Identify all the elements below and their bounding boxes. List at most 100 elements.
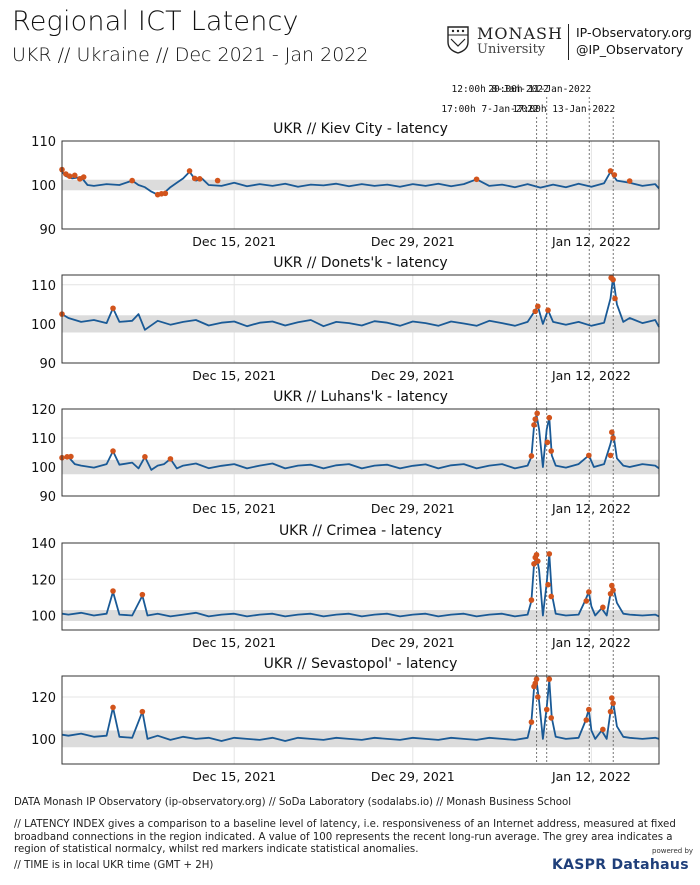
normal-band [62,730,659,748]
x-tick-label: Jan 12, 2022 [551,769,631,784]
anomaly-marker [528,719,535,725]
anomaly-marker [548,593,555,600]
x-tick-label: Dec 15, 2021 [192,234,276,249]
y-tick-label: 90 [39,223,56,238]
x-tick-label: Jan 12, 2022 [551,635,631,650]
anomaly-marker [68,453,74,460]
chart-title: UKR // Crimea - latency [279,523,442,539]
footer-data-source: DATA Monash IP Observatory (ip-observato… [14,797,572,808]
page-subtitle: UKR // Ukraine // Dec 2021 - Jan 2022 [12,44,369,66]
event-annotation-label: 17:00h 7-Jan-2022 [441,104,538,115]
anomaly-marker [167,456,174,462]
y-tick-label: 110 [31,135,56,150]
anomaly-marker [610,435,616,441]
normal-band [62,315,659,333]
anomaly-marker [80,174,87,180]
anomaly-marker [110,305,116,312]
powered-by-label: powered by [652,847,694,855]
x-tick-label: Dec 15, 2021 [192,635,276,650]
anomaly-marker [545,581,551,588]
charts-area: UKR // Kiev City - latency 90 100 110 Dec 15… [31,84,660,784]
kaspr-brand-b: Datahaus [611,857,689,873]
x-tick-label: Dec 29, 2021 [371,368,455,383]
y-tick-label: 140 [31,537,56,552]
anomaly-marker [66,173,73,179]
anomaly-marker [162,190,169,197]
event-annotation-label: 20:00h 11-Jan-2022 [488,84,591,95]
latency-line [61,553,660,618]
anomaly-marker [532,416,539,422]
anomaly-marker [528,453,535,459]
logo-name: MONASH [477,24,563,43]
y-tick-label: 100 [31,733,56,748]
anomaly-marker [533,676,540,682]
x-tick-label: Dec 15, 2021 [192,501,276,516]
anomaly-marker [609,695,615,701]
plot-frame [61,140,660,230]
chart-panel-5: UKR // Sevastopol' - latency 100 120 Dec 15… [31,656,660,784]
anomaly-marker [548,448,555,454]
y-tick-label: 120 [31,573,56,588]
anomaly-marker [548,715,555,721]
y-tick-label: 90 [39,357,56,372]
anomaly-marker [607,168,614,174]
anomaly-marker [609,582,615,589]
anomaly-marker [600,726,606,733]
chart-title: UKR // Kiev City - latency [273,121,448,137]
plot-frame [61,675,660,765]
x-tick-label: Jan 12, 2022 [551,501,631,516]
anomaly-marker [532,308,539,315]
chart-panel-4: UKR // Crimea - latency 100 120 140 Dec 15, … [31,523,660,676]
chart-panel-3: UKR // Luhans'k - latency 90 100 110 120 Dec … [31,389,660,543]
anomaly-marker [528,597,535,603]
monash-logo: MONASH University [447,24,563,60]
x-tick-label: Dec 29, 2021 [371,769,455,784]
anomaly-marker [214,177,221,184]
anomaly-marker [535,558,541,564]
event-annotation-label: 12:00h 8-Jan-2022 [452,84,549,95]
y-tick-label: 100 [31,610,56,625]
anomaly-marker [586,706,592,713]
plot-frame [61,542,660,631]
anomaly-marker [110,588,116,594]
anomaly-marker [544,439,551,446]
footer-description: // LATENCY INDEX gives a comparison to a… [14,819,676,855]
anomaly-marker [610,700,616,707]
y-tick-label: 120 [31,691,56,706]
page-title: Regional ICT Latency [12,6,299,37]
anomaly-marker [545,307,551,314]
latency-line [61,413,660,471]
site-link[interactable]: IP-Observatory.org [576,25,692,40]
twitter-handle[interactable]: @IP_Observatory [576,42,684,57]
kaspr-brand-a: KASPR [552,857,607,873]
anomaly-marker [110,448,116,454]
x-tick-label: Dec 15, 2021 [192,368,276,383]
anomaly-marker [586,589,592,595]
y-tick-label: 120 [31,403,56,418]
anomaly-marker [110,704,116,711]
anomaly-marker [586,452,592,459]
anomaly-marker [546,414,553,421]
anomaly-marker [583,717,590,723]
x-tick-label: Dec 29, 2021 [371,635,455,650]
footer-time-note: // TIME is in local UKR time (GMT + 2H) [14,860,214,871]
anomaly-marker [534,410,540,417]
y-tick-label: 100 [31,179,56,194]
anomaly-marker [186,168,193,174]
anomaly-marker [129,177,135,184]
anomaly-marker [139,591,146,598]
anomaly-marker [600,604,606,611]
anomaly-marker [607,708,614,715]
anomaly-marker [473,176,480,183]
anomaly-marker [196,176,203,182]
anomaly-marker [535,694,541,700]
anomaly-marker [609,429,615,436]
anomaly-marker [611,172,618,178]
chart-title: UKR // Luhans'k - latency [273,389,448,405]
y-tick-label: 90 [39,490,56,505]
anomaly-marker [610,587,616,593]
event-annotation-label: 17:00h 13-Jan-2022 [512,104,615,115]
x-tick-label: Dec 29, 2021 [371,501,455,516]
latency-line [61,276,660,331]
chart-panel-2: UKR // Donets'k - latency 90 100 110 Dec 15,… [31,255,660,409]
